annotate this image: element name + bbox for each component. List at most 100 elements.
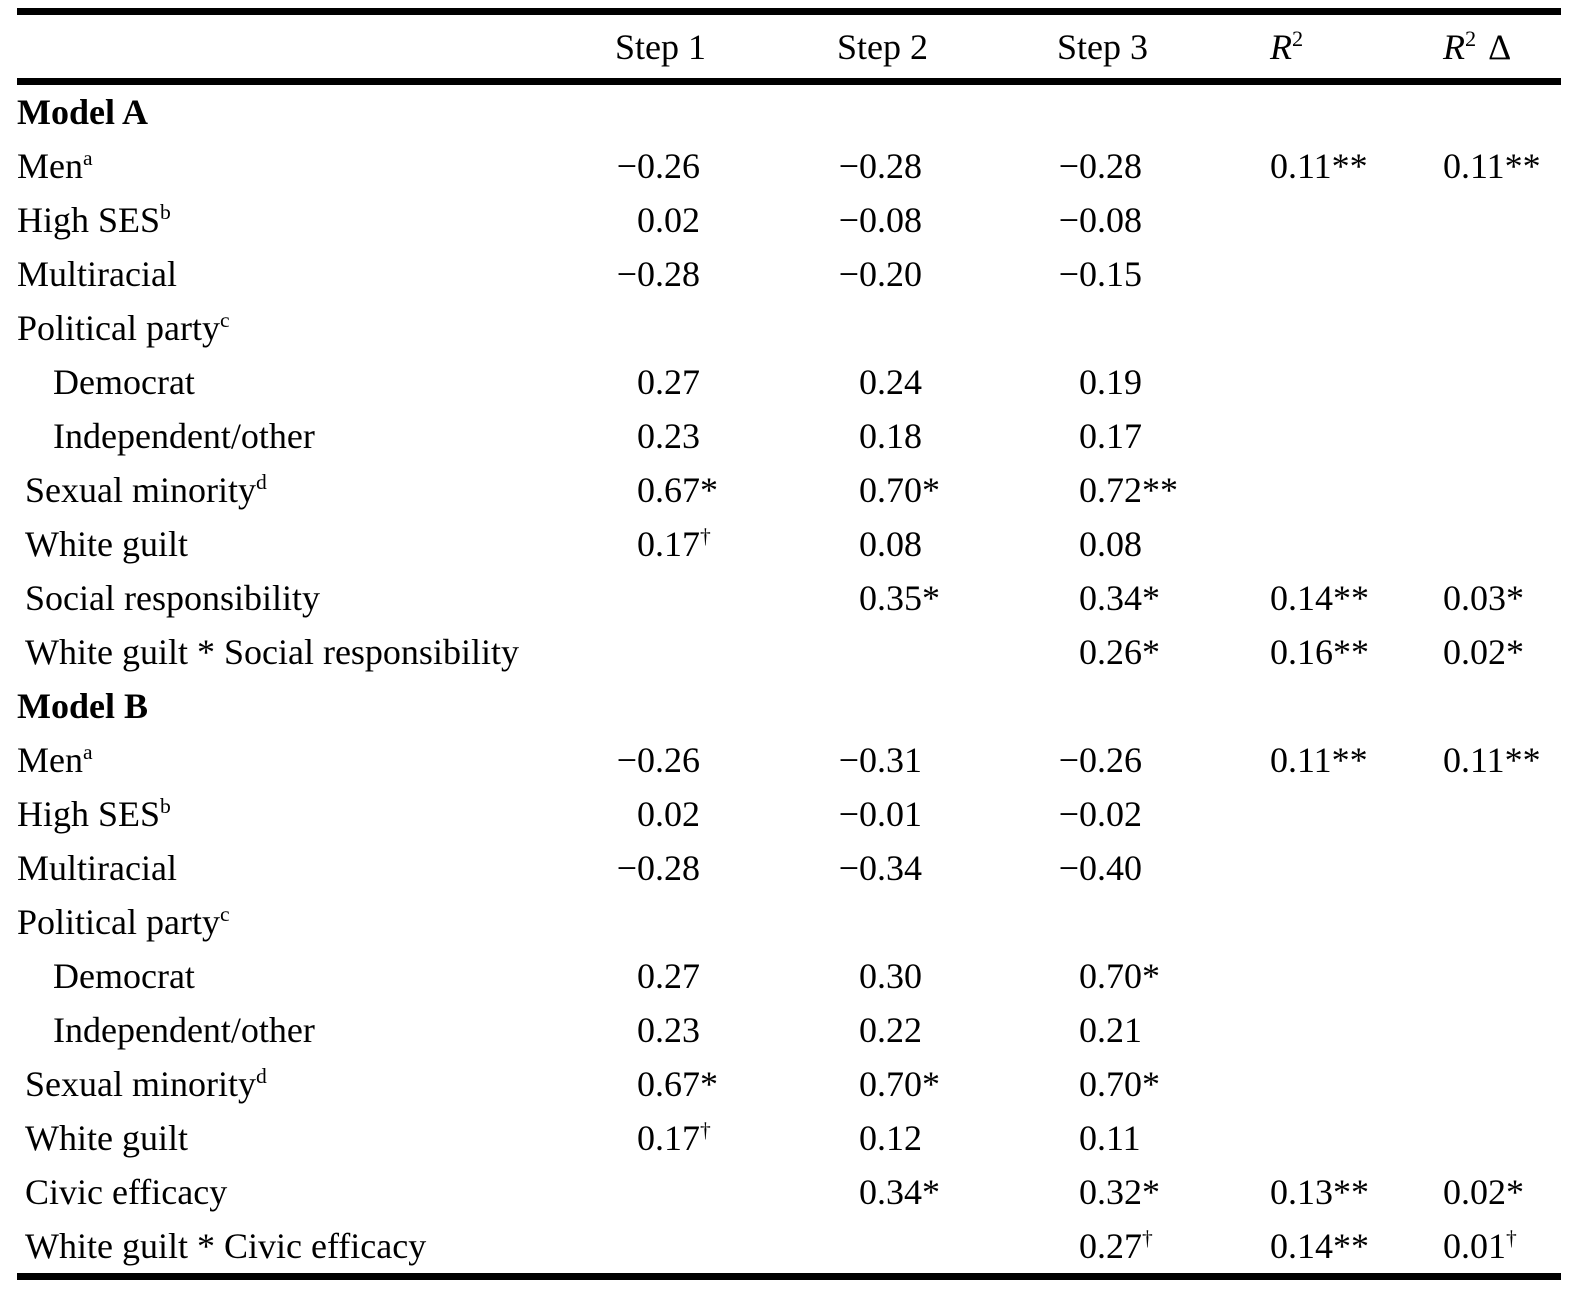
cell-step1: 0.27 bbox=[637, 362, 700, 402]
row-label: Independent/other bbox=[53, 416, 315, 456]
sign: − bbox=[616, 146, 637, 186]
row-label: Social responsibility bbox=[25, 578, 320, 618]
table-row: White guilt * Civic efficacy 0.27† 0.14** 0… bbox=[17, 1219, 1561, 1273]
footnote-marker: a bbox=[83, 740, 93, 764]
sign: − bbox=[1058, 254, 1079, 294]
row-label: High SESb bbox=[17, 200, 171, 240]
cell-step2: −0.20 bbox=[838, 254, 922, 294]
table-row: Political partyc bbox=[17, 895, 1561, 949]
sign: − bbox=[616, 254, 637, 294]
significance-stars: * bbox=[922, 578, 940, 618]
cell-step2: 0.22 bbox=[859, 1010, 922, 1050]
row-label: Mena bbox=[17, 146, 93, 186]
cell-step3: 0.17 bbox=[1079, 416, 1142, 456]
footnote-marker: b bbox=[160, 200, 171, 224]
table-row: Multiracial −0.28 −0.34 −0.40 bbox=[17, 841, 1561, 895]
cell-step2: 0.18 bbox=[859, 416, 922, 456]
cell-r2: 0.14** bbox=[1270, 1226, 1369, 1266]
significance-stars: * bbox=[1506, 578, 1524, 618]
cell-step1: 0.23 bbox=[637, 1010, 700, 1050]
bottom-rule bbox=[17, 1273, 1561, 1280]
cell-step3: 0.70* bbox=[1079, 1064, 1160, 1104]
cell-step2: 0.12 bbox=[859, 1118, 922, 1158]
sign: − bbox=[838, 146, 859, 186]
row-label: Civic efficacy bbox=[25, 1172, 228, 1212]
significance-stars: ** bbox=[1333, 578, 1369, 618]
delta-symbol: Δ bbox=[1488, 26, 1512, 67]
cell-step1: −0.28 bbox=[616, 254, 700, 294]
row-label: White guilt * Social responsibility bbox=[25, 632, 519, 672]
footnote-marker: c bbox=[219, 308, 230, 332]
significance-stars: * bbox=[1506, 632, 1524, 672]
cell-r2-delta: 0.02* bbox=[1443, 1172, 1524, 1212]
table-row: Sexual minorityd 0.67* 0.70* 0.70* bbox=[17, 1057, 1561, 1111]
cell-step2: −0.08 bbox=[838, 200, 922, 240]
table-row: High SESb 0.02 −0.01 −0.02 bbox=[17, 787, 1561, 841]
cell-r2-delta: 0.03* bbox=[1443, 578, 1524, 618]
cell-r2: 0.16** bbox=[1270, 632, 1369, 672]
cell-step3: −0.08 bbox=[1058, 200, 1142, 240]
table-row: White guilt 0.17† 0.12 0.11 bbox=[17, 1111, 1561, 1165]
footnote-marker: c bbox=[219, 902, 230, 926]
row-label: Sexual minorityd bbox=[25, 1064, 267, 1104]
significance-stars: ** bbox=[1331, 146, 1368, 186]
cell-step1: 0.67* bbox=[637, 470, 718, 510]
cell-step3: 0.70* bbox=[1079, 956, 1160, 996]
dagger-marker: † bbox=[1142, 1226, 1153, 1250]
row-label: White guilt bbox=[25, 1118, 188, 1158]
table-row: White guilt 0.17† 0.08 0.08 bbox=[17, 517, 1561, 571]
significance-stars: * bbox=[1142, 1064, 1160, 1104]
cell-step1: 0.17† bbox=[637, 1118, 711, 1158]
footnote-marker: b bbox=[160, 794, 171, 818]
cell-r2: 0.13** bbox=[1270, 1172, 1369, 1212]
cell-step3: −0.15 bbox=[1058, 254, 1142, 294]
significance-stars: * bbox=[1142, 956, 1160, 996]
cell-step3: 0.32* bbox=[1079, 1172, 1160, 1212]
row-label: Multiracial bbox=[17, 254, 177, 294]
cell-step2: −0.31 bbox=[838, 740, 922, 780]
section-row: Model B bbox=[17, 679, 1561, 733]
table-row: Social responsibility 0.35* 0.34* 0.14** 0.0… bbox=[17, 571, 1561, 625]
cell-step2: −0.28 bbox=[838, 146, 922, 186]
sign: − bbox=[838, 200, 859, 240]
cell-step3: −0.40 bbox=[1058, 848, 1142, 888]
table-row: Political partyc bbox=[17, 301, 1561, 355]
table-row: Independent/other 0.23 0.18 0.17 bbox=[17, 409, 1561, 463]
cell-step2: 0.35* bbox=[859, 578, 940, 618]
row-label: Sexual minorityd bbox=[25, 470, 267, 510]
table-row: Civic efficacy 0.34* 0.32* 0.13** 0.02* bbox=[17, 1165, 1561, 1219]
significance-stars: ** bbox=[1142, 470, 1178, 510]
cell-step2: −0.01 bbox=[838, 794, 922, 834]
cell-step1: 0.67* bbox=[637, 1064, 718, 1104]
cell-step1: 0.02 bbox=[637, 200, 700, 240]
sign: − bbox=[1058, 200, 1079, 240]
table-row: Independent/other 0.23 0.22 0.21 bbox=[17, 1003, 1561, 1057]
significance-stars: * bbox=[1506, 1172, 1524, 1212]
sign: − bbox=[1058, 848, 1079, 888]
cell-r2: 0.11** bbox=[1270, 146, 1368, 186]
cell-step2: 0.30 bbox=[859, 956, 922, 996]
sign: − bbox=[838, 794, 859, 834]
significance-stars: * bbox=[1142, 578, 1160, 618]
cell-step2: 0.70* bbox=[859, 470, 940, 510]
column-header-step3: Step 3 bbox=[1057, 26, 1149, 67]
cell-step3: 0.26* bbox=[1079, 632, 1160, 672]
significance-stars: * bbox=[922, 1064, 940, 1104]
dagger-marker: † bbox=[1506, 1226, 1517, 1250]
sign: − bbox=[838, 254, 859, 294]
cell-step1: −0.26 bbox=[616, 740, 700, 780]
significance-stars: * bbox=[1142, 632, 1160, 672]
significance-stars: ** bbox=[1504, 146, 1541, 186]
table-row: Mena −0.26 −0.31 −0.26 0.11** 0.11** bbox=[17, 733, 1561, 787]
header-row: Step 1 Step 2 Step 3 R2 R2 Δ bbox=[17, 15, 1561, 78]
sign: − bbox=[1058, 146, 1079, 186]
cell-step2: 0.70* bbox=[859, 1064, 940, 1104]
cell-step1: 0.02 bbox=[637, 794, 700, 834]
significance-stars: ** bbox=[1333, 1226, 1369, 1266]
section-title: Model A bbox=[17, 92, 148, 132]
table-row: Mena −0.26 −0.28 −0.28 0.11** 0.11** bbox=[17, 139, 1561, 193]
sign: − bbox=[838, 740, 859, 780]
footnote-marker: d bbox=[255, 1064, 267, 1088]
cell-step3: 0.21 bbox=[1079, 1010, 1142, 1050]
row-label: White guilt * Civic efficacy bbox=[25, 1226, 427, 1266]
